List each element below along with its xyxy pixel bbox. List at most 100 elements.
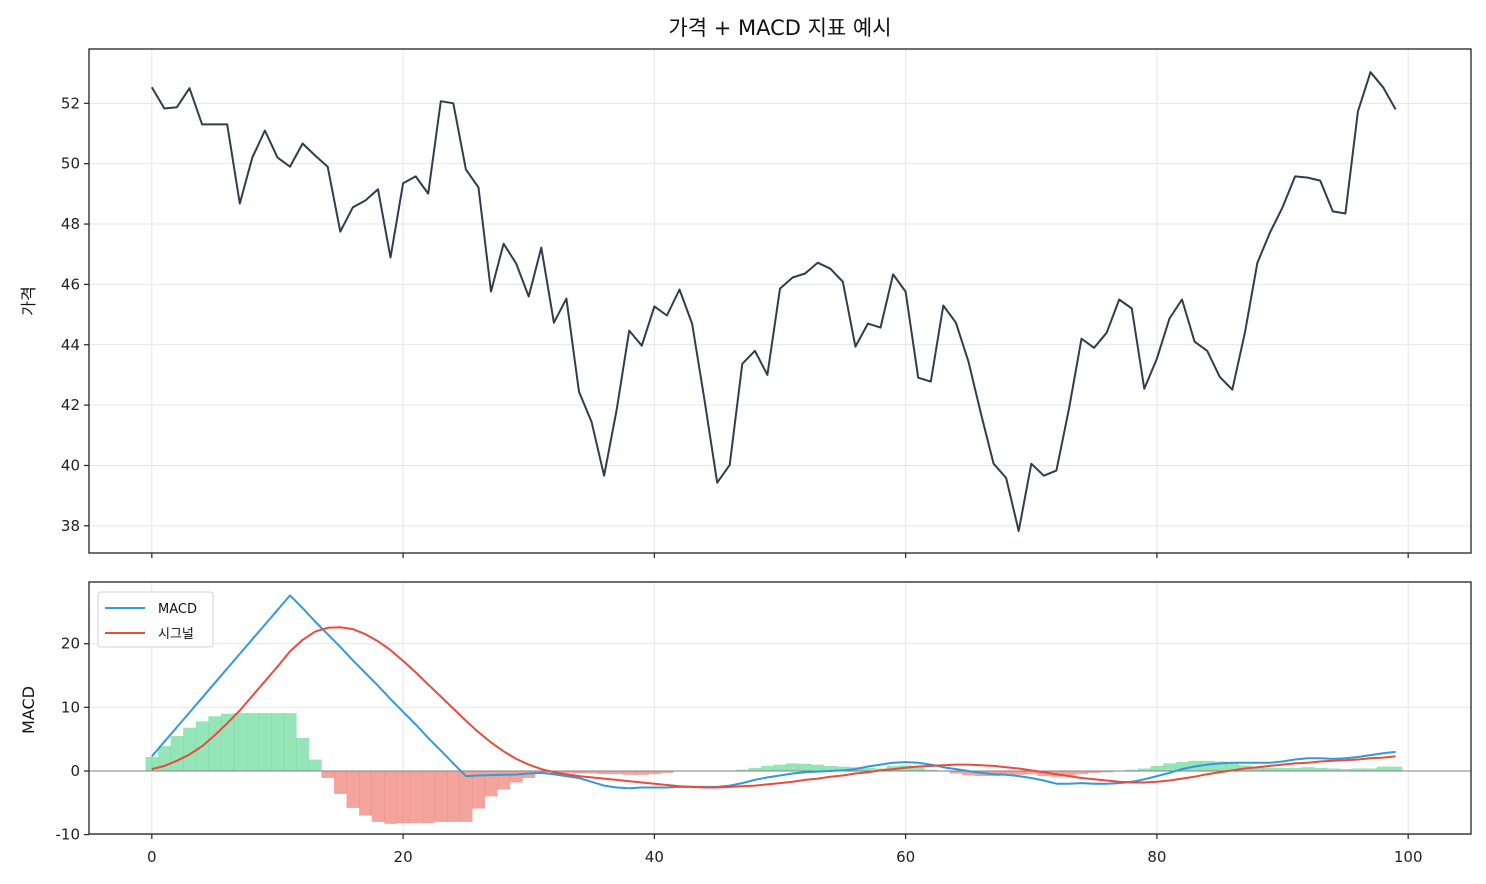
histogram-bar	[949, 771, 963, 774]
histogram-bar	[1138, 768, 1151, 771]
histogram-bar	[1075, 771, 1089, 775]
price-axes-frame	[88, 48, 1472, 554]
histogram-bar	[359, 771, 372, 816]
histogram-bar	[170, 736, 184, 771]
macd-grid	[89, 582, 1471, 836]
histogram-bar	[823, 765, 837, 771]
legend-macd-label: MACD	[158, 602, 197, 617]
price-axis-ticks: 38 40 42 44 46 48 50 52	[61, 94, 1409, 558]
histogram-bar	[635, 771, 649, 775]
macd-panel: 0 20 40 60 80 100 -10 0 10 20 MACD MACD 시그널	[19, 581, 1472, 866]
macd-histogram	[145, 713, 1403, 824]
histogram-bar	[1175, 762, 1189, 771]
histogram-bar	[597, 771, 611, 775]
histogram-bar	[1037, 771, 1051, 777]
histogram-bar	[1364, 768, 1378, 771]
histogram-bar	[333, 771, 347, 794]
histogram-bar	[1200, 760, 1214, 771]
histogram-bar	[183, 727, 197, 771]
histogram-bar	[999, 771, 1013, 776]
y-tick-label: 10	[61, 698, 80, 716]
histogram-bar	[472, 771, 486, 809]
y-tick-label: 52	[61, 94, 80, 112]
histogram-bar	[1313, 767, 1327, 771]
histogram-bar	[1251, 766, 1264, 771]
histogram-bar	[1351, 768, 1365, 771]
histogram-bar	[798, 764, 812, 771]
y-tick-label: -10	[56, 826, 81, 844]
x-tick-label: 100	[1394, 848, 1423, 866]
histogram-bar	[1389, 766, 1403, 771]
x-tick-label: 80	[1147, 848, 1166, 866]
y-tick-label: 40	[61, 456, 80, 474]
y-tick-label: 42	[61, 396, 80, 414]
y-tick-label: 50	[61, 155, 80, 173]
series-line	[151, 594, 1396, 790]
legend-signal-label: 시그널	[158, 627, 194, 642]
histogram-bar	[1012, 771, 1026, 775]
y-tick-label: 20	[61, 635, 80, 653]
histogram-bar	[371, 771, 385, 822]
price-panel: 38 40 42 44 46 48 50 52 가격	[19, 48, 1472, 558]
histogram-bar	[208, 716, 222, 771]
histogram-bar	[622, 771, 636, 775]
histogram-bar	[1100, 771, 1114, 773]
macd-axis-ticks: 0 20 40 60 80 100 -10 0 10 20	[56, 635, 1423, 866]
macd-y-axis-label: MACD	[19, 686, 38, 734]
histogram-bar	[660, 771, 674, 773]
histogram-bar	[1376, 766, 1390, 771]
histogram-bar	[1150, 765, 1164, 771]
histogram-bar	[1301, 767, 1315, 771]
series-line	[150, 71, 1397, 532]
histogram-bar	[1276, 767, 1290, 771]
x-tick-label: 40	[645, 848, 664, 866]
histogram-bar	[748, 767, 762, 771]
histogram-bar	[911, 767, 925, 771]
price-y-axis-label: 가격	[19, 286, 38, 315]
histogram-bar	[396, 771, 410, 824]
histogram-bar	[1125, 769, 1139, 771]
price-grid	[89, 49, 1471, 553]
x-tick-label: 0	[147, 848, 157, 866]
chart-title: 가격 + MACD 지표 예시	[668, 16, 891, 40]
histogram-bar	[811, 764, 825, 771]
histogram-bar	[509, 771, 523, 783]
histogram-bar	[434, 771, 448, 822]
histogram-bar	[271, 713, 285, 771]
histogram-bar	[308, 759, 322, 771]
histogram-bar	[296, 737, 310, 771]
histogram-bar	[610, 771, 624, 775]
histogram-bar	[1226, 763, 1239, 771]
histogram-bar	[1024, 771, 1038, 775]
histogram-bar	[233, 713, 247, 771]
macd-line-series	[151, 594, 1396, 790]
histogram-bar	[924, 769, 938, 771]
legend-box	[97, 591, 214, 648]
histogram-bar	[246, 713, 259, 771]
y-tick-label: 46	[61, 275, 80, 293]
y-tick-label: 48	[61, 215, 80, 233]
histogram-bar	[283, 713, 297, 771]
y-tick-label: 38	[61, 517, 80, 535]
histogram-bar	[258, 713, 272, 771]
histogram-bar	[1163, 763, 1177, 771]
histogram-bar	[1062, 771, 1076, 776]
histogram-bar	[962, 771, 976, 776]
histogram-bar	[572, 771, 586, 774]
price-line-series	[150, 71, 1397, 532]
histogram-bar	[773, 764, 787, 771]
histogram-bar	[585, 771, 599, 774]
histogram-bar	[459, 771, 473, 822]
histogram-bar	[1326, 768, 1340, 771]
histogram-bar	[421, 771, 435, 824]
histogram-bar	[484, 771, 498, 797]
histogram-bar	[384, 771, 398, 824]
histogram-bar	[522, 771, 536, 778]
histogram-bar	[1213, 761, 1227, 771]
histogram-bar	[1087, 771, 1101, 773]
y-tick-label: 44	[61, 336, 80, 354]
histogram-bar	[447, 771, 460, 822]
series-line	[151, 626, 1396, 789]
macd-axes-frame	[88, 581, 1472, 835]
histogram-bar	[1263, 767, 1277, 771]
